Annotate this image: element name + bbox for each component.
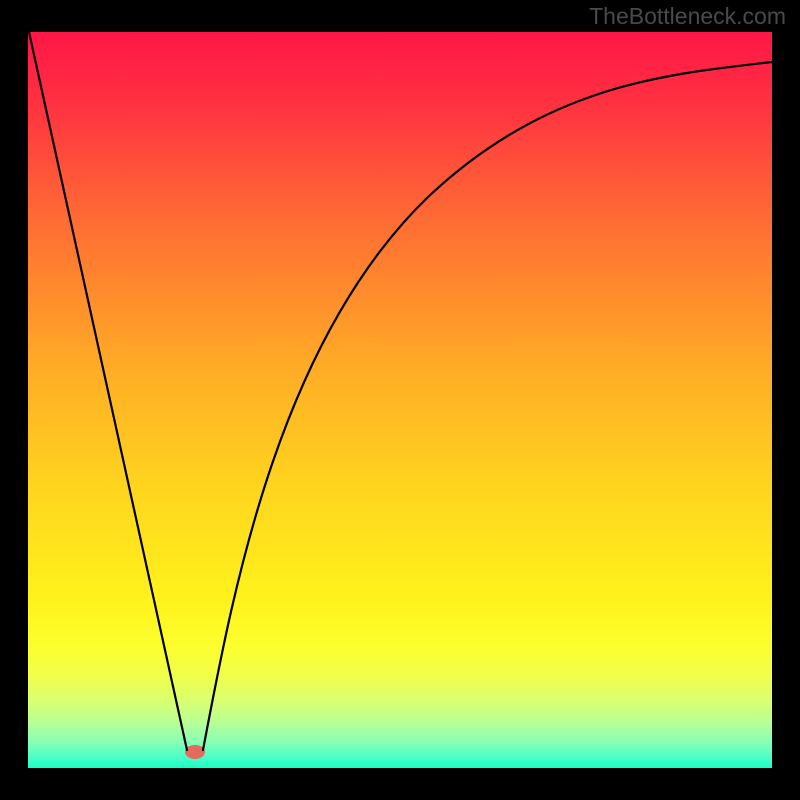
min-marker bbox=[185, 745, 205, 759]
watermark-text: TheBottleneck.com bbox=[589, 3, 786, 30]
chart-svg bbox=[0, 0, 800, 800]
chart-frame: TheBottleneck.com bbox=[0, 0, 800, 800]
plot-background bbox=[28, 32, 772, 768]
